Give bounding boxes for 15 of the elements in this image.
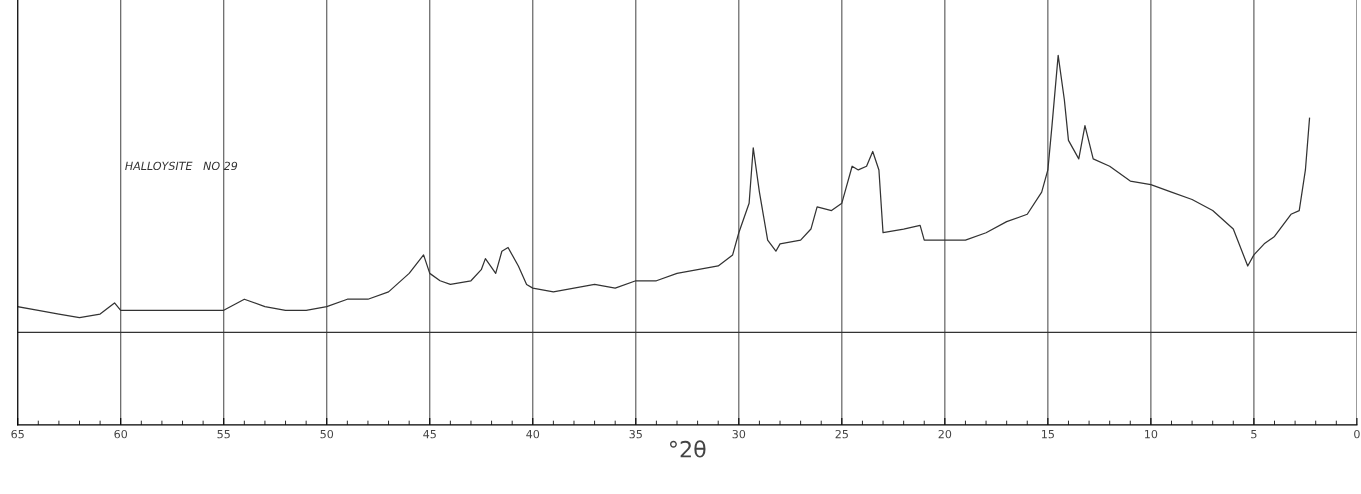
x-axis-title: °2θ [670,440,706,458]
x-tick-label: 55 [217,430,230,439]
x-tick-label: 25 [835,429,848,439]
x-tick-label: 40 [526,429,540,439]
x-tick-label: 20 [938,429,952,439]
x-tick-label: 5 [1251,430,1257,439]
x-tick-label: 60 [114,429,128,439]
x-tick-label: 45 [423,430,436,439]
x-tick-label: 15 [1042,430,1054,439]
x-tick-label: 65 [11,429,24,439]
x-tick-label: 30 [732,429,746,439]
x-tick-label: 35 [629,429,642,439]
x-tick-label: 0 [1354,429,1360,439]
x-tick-label: 50 [320,429,334,439]
x-tick-label: 10 [1145,429,1158,439]
